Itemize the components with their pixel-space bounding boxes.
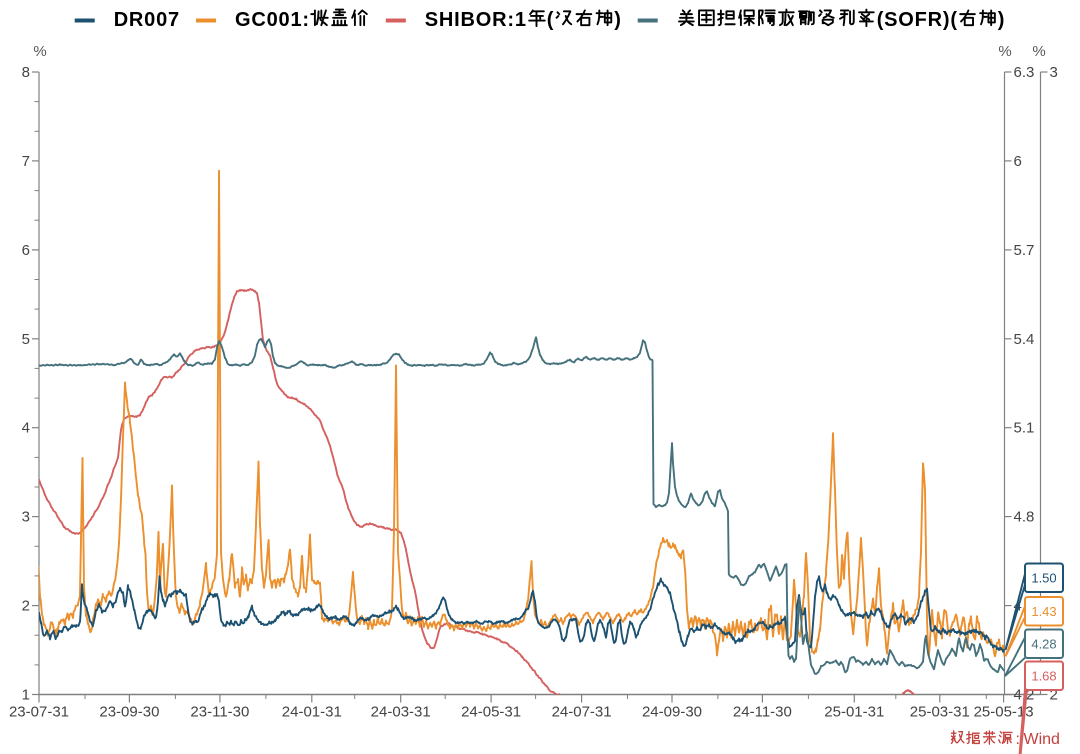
svg-text:24-03-31: 24-03-31 <box>371 704 431 721</box>
svg-text:24-01-31: 24-01-31 <box>282 704 342 721</box>
svg-text:5: 5 <box>22 331 30 348</box>
svg-text:Wind: Wind <box>1024 731 1060 748</box>
svg-text:4.28: 4.28 <box>1031 637 1056 652</box>
svg-text:3: 3 <box>22 509 30 526</box>
svg-text:4.8: 4.8 <box>1014 509 1035 526</box>
svg-text:24-11-30: 24-11-30 <box>733 704 792 721</box>
svg-text:5.1: 5.1 <box>1014 420 1035 437</box>
svg-text:1.68: 1.68 <box>1031 669 1056 684</box>
svg-text:24-05-31: 24-05-31 <box>461 704 521 721</box>
svg-text:(SOFR)(: (SOFR)( <box>877 9 958 31</box>
svg-text:23-07-31: 23-07-31 <box>9 704 69 721</box>
svg-text:): ) <box>998 9 1005 31</box>
svg-text:GC001:: GC001: <box>235 9 310 31</box>
svg-text:2: 2 <box>1050 687 1058 704</box>
svg-text:%: % <box>998 43 1011 60</box>
svg-text:5.4: 5.4 <box>1014 331 1035 348</box>
svg-text:6.3: 6.3 <box>1014 64 1035 81</box>
svg-text:7: 7 <box>22 153 30 170</box>
svg-text:23-09-30: 23-09-30 <box>99 704 159 721</box>
svg-text:25-01-31: 25-01-31 <box>824 704 884 721</box>
svg-text:6: 6 <box>22 242 30 259</box>
svg-text:): ) <box>614 9 621 31</box>
svg-text:1: 1 <box>22 687 30 704</box>
svg-text:DR007: DR007 <box>114 9 180 31</box>
svg-text:(: ( <box>547 9 554 31</box>
svg-text:23-11-30: 23-11-30 <box>190 704 249 721</box>
svg-text:5.7: 5.7 <box>1014 242 1035 259</box>
svg-text::: : <box>1016 731 1020 748</box>
svg-text:1.50: 1.50 <box>1031 571 1056 586</box>
svg-text:4: 4 <box>22 420 30 437</box>
svg-text:SHIBOR:1: SHIBOR:1 <box>425 9 527 31</box>
svg-text:24-09-30: 24-09-30 <box>642 704 702 721</box>
svg-text:1.43: 1.43 <box>1031 604 1056 619</box>
svg-text:2: 2 <box>22 598 30 615</box>
svg-text:3: 3 <box>1050 64 1058 81</box>
svg-text:6: 6 <box>1014 153 1022 170</box>
svg-text:8: 8 <box>22 64 30 81</box>
svg-text:%: % <box>33 43 46 60</box>
svg-text:24-07-31: 24-07-31 <box>552 704 612 721</box>
svg-text:25-03-31: 25-03-31 <box>910 704 970 721</box>
svg-text:%: % <box>1032 43 1045 60</box>
svg-text:25-05-13: 25-05-13 <box>974 704 1034 721</box>
